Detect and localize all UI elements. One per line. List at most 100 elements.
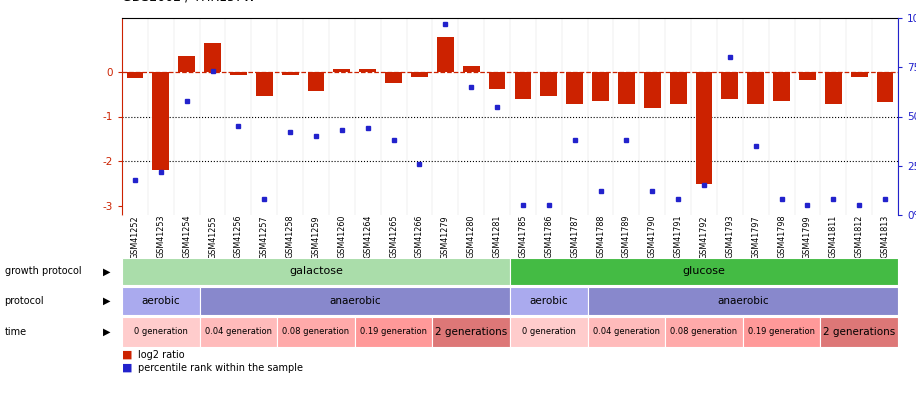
Text: ▶: ▶ — [103, 327, 110, 337]
Text: time: time — [5, 327, 27, 337]
Text: ▶: ▶ — [103, 266, 110, 277]
Bar — [204, 43, 221, 72]
Text: GSM41257: GSM41257 — [260, 215, 268, 259]
Bar — [122, 258, 510, 285]
Text: 0.04 generation: 0.04 generation — [205, 328, 272, 337]
Text: anaerobic: anaerobic — [717, 296, 769, 306]
Text: percentile rank within the sample: percentile rank within the sample — [138, 363, 303, 373]
Text: GSM41786: GSM41786 — [544, 215, 553, 258]
Text: 0.19 generation: 0.19 generation — [748, 328, 815, 337]
Text: 0 generation: 0 generation — [134, 328, 188, 337]
Text: anaerobic: anaerobic — [329, 296, 381, 306]
Text: GSM41258: GSM41258 — [286, 215, 295, 258]
Text: 2 generations: 2 generations — [823, 327, 895, 337]
Text: GSM41279: GSM41279 — [441, 215, 450, 259]
Bar — [592, 72, 609, 101]
Bar — [437, 37, 453, 72]
Text: galactose: galactose — [289, 266, 343, 277]
Bar — [540, 72, 557, 96]
Text: GSM41792: GSM41792 — [700, 215, 708, 259]
Bar — [510, 287, 587, 315]
Bar — [773, 72, 790, 101]
Text: GSM41785: GSM41785 — [518, 215, 528, 258]
Bar — [821, 317, 898, 347]
Text: aerobic: aerobic — [141, 296, 180, 306]
Text: ▶: ▶ — [103, 296, 110, 306]
Text: 2 generations: 2 generations — [435, 327, 507, 337]
Bar — [618, 72, 635, 104]
Bar — [126, 72, 143, 79]
Text: aerobic: aerobic — [529, 296, 568, 306]
Bar — [333, 70, 350, 72]
Text: GSM41797: GSM41797 — [751, 215, 760, 259]
Text: log2 ratio: log2 ratio — [138, 350, 185, 360]
Bar — [587, 287, 898, 315]
Text: glucose: glucose — [682, 266, 725, 277]
Bar — [200, 287, 510, 315]
Text: GSM41789: GSM41789 — [622, 215, 631, 258]
Bar — [308, 72, 324, 91]
Text: 0.04 generation: 0.04 generation — [593, 328, 660, 337]
Bar — [359, 70, 376, 72]
Text: GSM41787: GSM41787 — [570, 215, 579, 258]
Text: GSM41788: GSM41788 — [596, 215, 605, 258]
Bar — [566, 72, 583, 104]
Bar — [282, 72, 299, 75]
Bar — [515, 72, 531, 100]
Bar — [743, 317, 821, 347]
Text: 0.08 generation: 0.08 generation — [671, 328, 737, 337]
Bar — [122, 287, 200, 315]
Bar — [670, 72, 686, 104]
Bar — [851, 72, 867, 77]
Bar — [152, 72, 169, 170]
Text: ■: ■ — [122, 350, 133, 360]
Text: GSM41255: GSM41255 — [208, 215, 217, 259]
Bar — [230, 72, 246, 75]
Bar — [799, 72, 816, 80]
Text: GSM41256: GSM41256 — [234, 215, 243, 258]
Text: GSM41813: GSM41813 — [880, 215, 889, 258]
Bar — [278, 317, 354, 347]
Bar — [587, 317, 665, 347]
Bar — [665, 317, 743, 347]
Text: GSM41811: GSM41811 — [829, 215, 838, 258]
Text: GSM41253: GSM41253 — [157, 215, 165, 258]
Bar — [386, 72, 402, 83]
Text: GSM41791: GSM41791 — [673, 215, 682, 258]
Bar — [122, 317, 200, 347]
Bar — [877, 72, 893, 102]
Text: GSM41790: GSM41790 — [648, 215, 657, 258]
Text: growth protocol: growth protocol — [5, 266, 82, 277]
Text: ■: ■ — [122, 363, 133, 373]
Bar — [722, 72, 738, 100]
Bar — [463, 66, 480, 72]
Text: GSM41265: GSM41265 — [389, 215, 398, 258]
Bar — [825, 72, 842, 104]
Bar — [200, 317, 278, 347]
Bar — [411, 72, 428, 77]
Bar — [510, 258, 898, 285]
Text: GSM41260: GSM41260 — [337, 215, 346, 258]
Bar — [354, 317, 432, 347]
Text: GSM41280: GSM41280 — [466, 215, 475, 258]
Bar — [432, 317, 510, 347]
Bar — [179, 56, 195, 72]
Text: GSM41266: GSM41266 — [415, 215, 424, 258]
Text: GSM41264: GSM41264 — [364, 215, 372, 258]
Bar — [488, 72, 506, 89]
Text: GSM41259: GSM41259 — [311, 215, 321, 259]
Bar — [644, 72, 660, 109]
Bar — [747, 72, 764, 104]
Text: GSM41798: GSM41798 — [777, 215, 786, 258]
Text: GSM41252: GSM41252 — [130, 215, 139, 259]
Text: 0.19 generation: 0.19 generation — [360, 328, 427, 337]
Bar — [510, 317, 587, 347]
Text: GSM41812: GSM41812 — [855, 215, 864, 258]
Text: GSM41281: GSM41281 — [493, 215, 502, 258]
Bar — [256, 72, 273, 96]
Text: 0.08 generation: 0.08 generation — [282, 328, 350, 337]
Text: 0 generation: 0 generation — [522, 328, 576, 337]
Text: GSM41254: GSM41254 — [182, 215, 191, 258]
Bar — [695, 72, 713, 183]
Text: GSM41793: GSM41793 — [725, 215, 735, 258]
